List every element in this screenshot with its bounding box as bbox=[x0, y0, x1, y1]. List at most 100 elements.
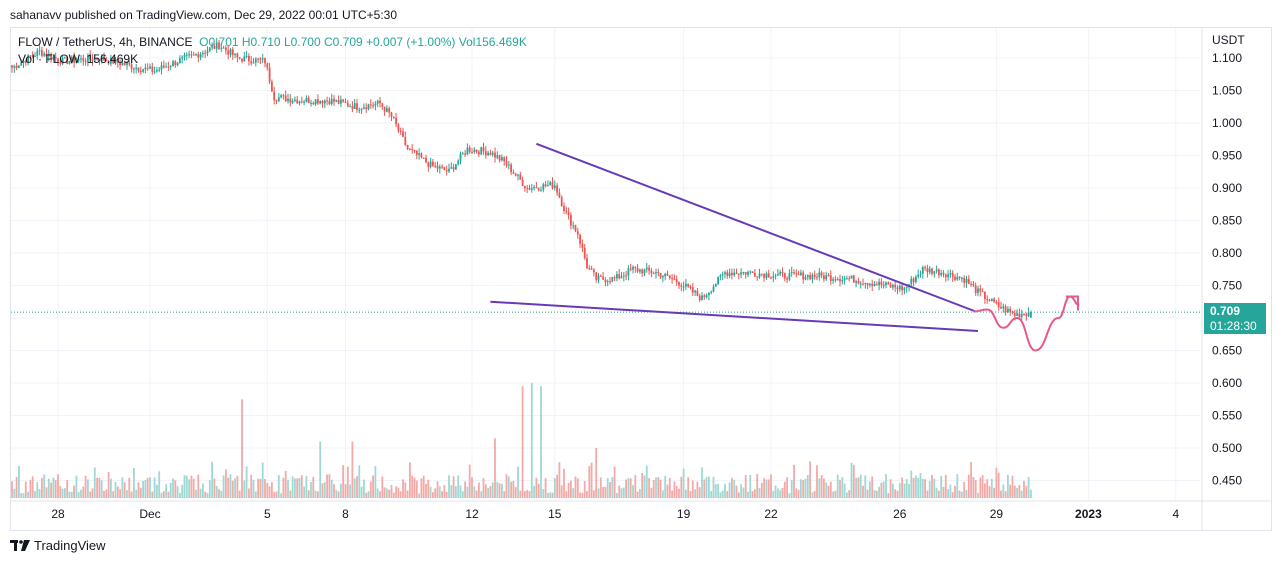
volume-bar bbox=[917, 477, 920, 498]
countdown-label: 01:28:30 bbox=[1204, 318, 1266, 334]
candle-body bbox=[756, 276, 759, 278]
volume-bar bbox=[64, 488, 66, 498]
volume-bar bbox=[344, 484, 347, 498]
candle-body bbox=[305, 97, 308, 102]
volume-bar bbox=[947, 489, 949, 498]
candle-body bbox=[211, 46, 213, 48]
volume-bar bbox=[1023, 480, 1025, 498]
candle-body bbox=[687, 283, 690, 287]
volume-bar bbox=[597, 488, 600, 498]
candle-body bbox=[988, 300, 991, 302]
candle-body bbox=[616, 274, 618, 279]
volume-bar bbox=[735, 485, 738, 498]
volume-bar bbox=[979, 477, 982, 498]
volume-bar bbox=[181, 484, 184, 498]
candle-body bbox=[917, 274, 920, 277]
candle-body bbox=[664, 273, 667, 277]
volume-bar bbox=[480, 491, 483, 498]
volume-value: 156.469K bbox=[86, 52, 139, 66]
volume-bar bbox=[379, 491, 381, 498]
symbol-name[interactable]: FLOW / TetherUS, 4h, BINANCE bbox=[18, 35, 193, 49]
volume-bar bbox=[353, 478, 356, 498]
tradingview-brand: TradingView bbox=[34, 538, 106, 553]
volume-bar bbox=[1011, 475, 1014, 498]
tradingview-footer[interactable]: TradingView bbox=[10, 538, 106, 553]
volume-bar bbox=[544, 478, 547, 498]
candle-body bbox=[392, 116, 395, 118]
candle-body bbox=[215, 42, 218, 49]
volume-bar bbox=[406, 490, 409, 498]
candle-body bbox=[54, 56, 57, 59]
candle-body bbox=[802, 272, 805, 280]
candle-body bbox=[268, 67, 271, 82]
volume-bar bbox=[639, 489, 641, 498]
volume-bar bbox=[857, 477, 860, 498]
volume-bar bbox=[510, 481, 512, 498]
candle-body bbox=[993, 298, 995, 302]
volume-bar bbox=[995, 467, 998, 498]
volume-bar bbox=[312, 477, 315, 498]
candle-body bbox=[763, 274, 765, 278]
volume-bar bbox=[542, 489, 545, 498]
candle-body bbox=[27, 55, 29, 63]
volume-bar bbox=[836, 474, 839, 498]
candle-body bbox=[905, 286, 908, 288]
candle-body bbox=[1018, 313, 1021, 318]
candle-body bbox=[567, 212, 570, 216]
candle-body bbox=[590, 268, 593, 270]
volume-bar bbox=[588, 466, 591, 498]
volume-bar bbox=[813, 490, 816, 498]
candle-body bbox=[153, 71, 156, 73]
volume-bar bbox=[892, 483, 894, 498]
candle-body bbox=[261, 58, 264, 60]
candle-body bbox=[245, 55, 248, 57]
volume-bar bbox=[885, 474, 887, 498]
candle-body bbox=[804, 277, 807, 280]
volume-bar bbox=[901, 477, 903, 498]
y-tick-label: 1.100 bbox=[1212, 51, 1242, 65]
candle-body bbox=[275, 100, 278, 102]
candle-body bbox=[507, 164, 510, 166]
candle-body bbox=[882, 284, 885, 286]
volume-bar bbox=[912, 477, 915, 498]
volume-bar bbox=[80, 489, 82, 498]
volume-bar bbox=[38, 489, 41, 498]
volume-bar bbox=[590, 462, 593, 498]
candle-body bbox=[326, 100, 328, 102]
candle-body bbox=[137, 67, 140, 71]
volume-bar bbox=[335, 489, 338, 498]
volume-bar bbox=[841, 477, 844, 498]
candle-body bbox=[494, 152, 496, 158]
candle-body bbox=[714, 284, 717, 287]
volume-bar bbox=[87, 479, 89, 498]
candle-body bbox=[760, 273, 763, 275]
candle-body bbox=[680, 285, 683, 287]
volume-bar bbox=[229, 474, 232, 498]
volume-bar bbox=[360, 486, 363, 498]
candle-body bbox=[841, 280, 844, 282]
volume-bar bbox=[641, 473, 644, 498]
volume-bar bbox=[422, 475, 425, 498]
volume-label[interactable]: Vol · FLOW bbox=[18, 52, 81, 66]
candle-body bbox=[949, 272, 952, 275]
x-tick-label: 26 bbox=[893, 507, 907, 521]
volume-bar bbox=[291, 476, 294, 498]
volume-bar bbox=[11, 481, 13, 498]
chart-frame[interactable] bbox=[10, 27, 1272, 531]
candle-body bbox=[951, 272, 954, 277]
x-tick-label: 4 bbox=[1172, 507, 1179, 521]
symbol-legend: FLOW / TetherUS, 4h, BINANCE O0.701 H0.7… bbox=[18, 35, 527, 49]
volume-bar bbox=[889, 479, 892, 498]
candle-body bbox=[747, 271, 749, 275]
volume-bar bbox=[1002, 484, 1005, 498]
volume-bar bbox=[427, 479, 430, 498]
candle-body bbox=[441, 166, 443, 168]
volume-bar bbox=[296, 478, 299, 498]
candle-body bbox=[31, 56, 34, 58]
volume-bar bbox=[351, 441, 354, 498]
legend-volume: Vol156.469K bbox=[458, 35, 527, 49]
volume-bar bbox=[625, 479, 627, 498]
volume-bar bbox=[365, 492, 368, 498]
candle-body bbox=[443, 167, 446, 171]
